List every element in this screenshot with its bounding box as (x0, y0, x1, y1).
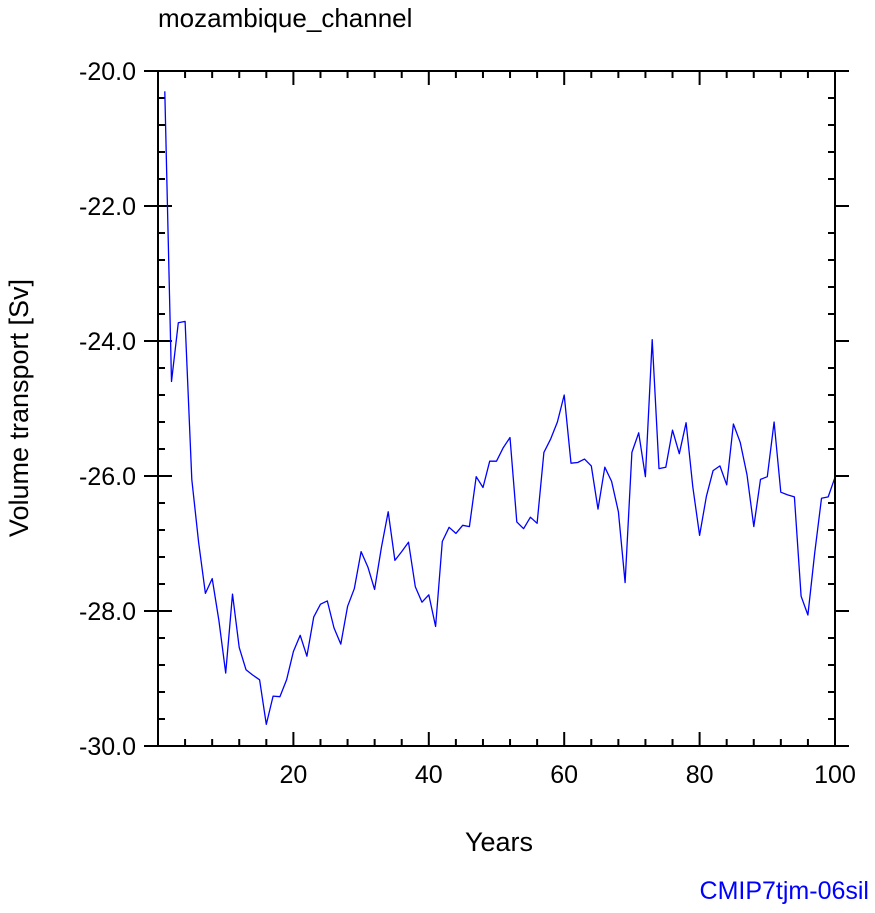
credit-label: CMIP7tjm-06sil (700, 877, 869, 905)
x-tick-label: 60 (550, 761, 578, 789)
y-axis-title: Volume transport [Sv] (4, 279, 34, 537)
y-tick-label: -22.0 (79, 193, 136, 221)
y-tick-label: -24.0 (79, 328, 136, 356)
x-axis-title: Years (465, 827, 533, 857)
axis-tick-labels: 20 40 60 80 100 -30.0 -28.0 -26.0 -24.0 -22.0 -20.… (79, 58, 856, 789)
y-tick-label: -30.0 (79, 733, 136, 761)
x-tick-label: 20 (279, 761, 307, 789)
y-tick-label: -20.0 (79, 58, 136, 86)
axis-ticks (144, 70, 849, 747)
y-tick-label: -28.0 (79, 598, 136, 626)
chart-title: mozambique_channel (158, 3, 412, 33)
plot-frame (157, 70, 836, 747)
y-tick-label: -26.0 (79, 463, 136, 491)
series-line (164, 91, 836, 726)
x-tick-label: 40 (415, 761, 443, 789)
x-tick-label: 100 (814, 761, 856, 789)
x-tick-label: 80 (686, 761, 714, 789)
